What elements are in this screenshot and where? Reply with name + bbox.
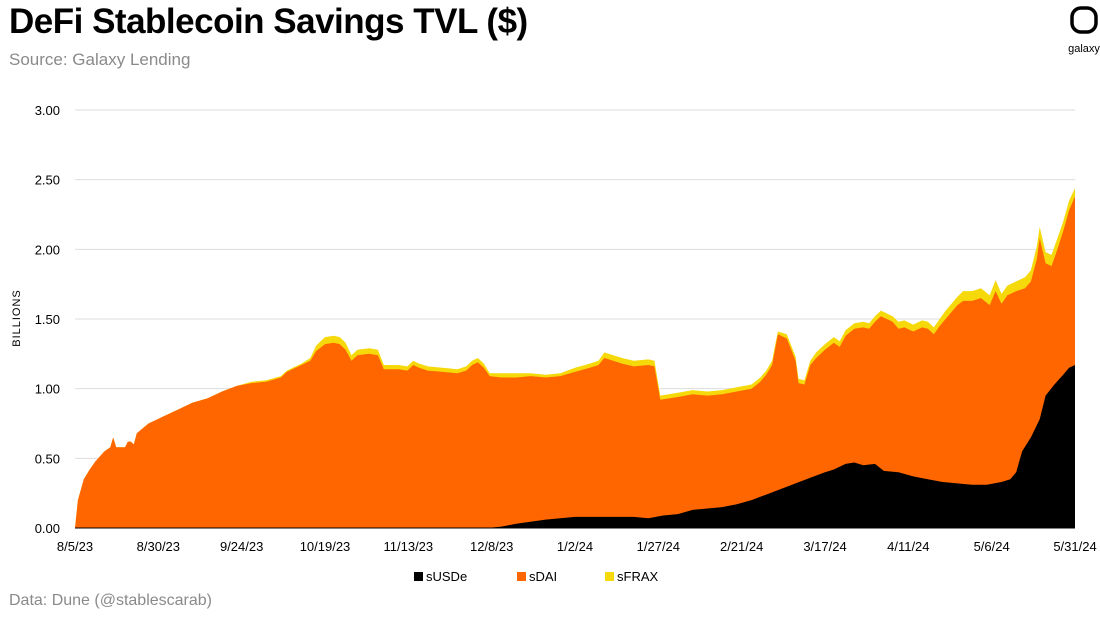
- legend: sUSDe sDAI sFRAX: [414, 569, 659, 584]
- y-axis-ticks: 0.00 0.50 1.00 1.50 2.00 2.50 3.00: [35, 103, 60, 536]
- logo-text: galaxy: [1068, 43, 1100, 55]
- footer-note: Data: Dune (@stablescarab): [9, 592, 212, 609]
- x-tick-label: 11/13/23: [384, 539, 434, 554]
- legend-label-susde: sUSDe: [426, 569, 467, 584]
- area-susde: [75, 365, 1075, 528]
- y-tick-label: 0.50: [35, 451, 60, 466]
- x-tick-label: 1/2/24: [557, 539, 593, 554]
- x-tick-label: 9/24/23: [220, 539, 263, 554]
- x-tick-label: 12/8/23: [470, 539, 513, 554]
- legend-swatch-sfrax: [605, 572, 614, 581]
- galaxy-logo-icon: [1070, 6, 1098, 34]
- x-tick-label: 5/31/24: [1053, 539, 1096, 554]
- x-tick-label: 5/6/24: [974, 539, 1010, 554]
- x-axis-ticks: 8/5/23 8/30/23 9/24/23 10/19/23 11/13/23 12/8…: [57, 539, 1097, 554]
- legend-label-sdai: sDAI: [529, 569, 557, 584]
- legend-swatch-sdai: [517, 572, 526, 581]
- x-tick-label: 4/11/24: [887, 539, 929, 554]
- y-tick-label: 2.00: [35, 242, 60, 257]
- x-tick-label: 10/19/23: [300, 539, 351, 554]
- x-tick-label: 8/30/23: [137, 539, 180, 554]
- area-sdai: [75, 196, 1075, 528]
- y-tick-label: 2.50: [35, 173, 60, 188]
- y-axis-label: BILLIONS: [11, 289, 23, 347]
- y-tick-label: 1.50: [35, 312, 60, 327]
- chart-title: DeFi Stablecoin Savings TVL ($): [9, 2, 528, 41]
- x-tick-label: 1/27/24: [637, 539, 680, 554]
- y-tick-label: 1.00: [35, 382, 60, 397]
- x-tick-label: 3/17/24: [803, 539, 846, 554]
- chart-subtitle: Source: Galaxy Lending: [9, 50, 191, 69]
- y-tick-label: 3.00: [35, 103, 60, 118]
- legend-swatch-susde: [414, 572, 423, 581]
- y-tick-label: 0.00: [35, 521, 60, 536]
- chart-areas: [75, 188, 1075, 529]
- x-tick-label: 2/21/24: [720, 539, 763, 554]
- x-tick-label: 8/5/23: [57, 539, 93, 554]
- legend-label-sfrax: sFRAX: [617, 569, 659, 584]
- galaxy-logo: galaxy: [1064, 6, 1100, 56]
